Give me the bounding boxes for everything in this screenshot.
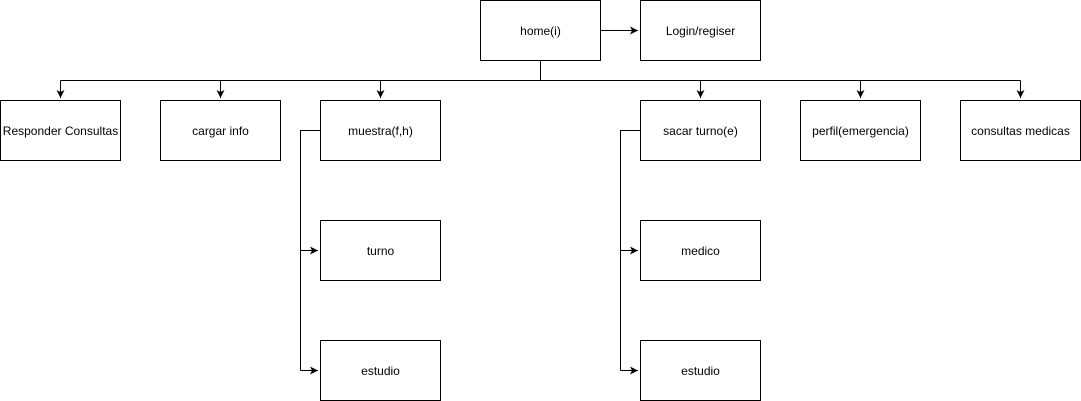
node-home-label: home(i) bbox=[520, 23, 561, 38]
edge-muestra-spine bbox=[300, 130, 320, 371]
node-estudio-muestra[interactable]: estudio bbox=[320, 340, 441, 401]
node-responder-consultas[interactable]: Responder Consultas bbox=[0, 100, 121, 161]
node-estudio-turno[interactable]: estudio bbox=[640, 340, 761, 401]
node-muestra[interactable]: muestra(f,h) bbox=[320, 100, 441, 161]
node-perfil[interactable]: perfil(emergencia) bbox=[800, 100, 921, 161]
node-sacar-turno[interactable]: sacar turno(e) bbox=[640, 100, 761, 161]
node-login-label: Login/regiser bbox=[665, 23, 736, 38]
node-consultas-medicas[interactable]: consultas medicas bbox=[960, 100, 1081, 161]
node-perfil-label: perfil(emergencia) bbox=[812, 123, 909, 138]
node-home[interactable]: home(i) bbox=[480, 0, 601, 61]
node-estudio-turno-label: estudio bbox=[681, 363, 720, 378]
node-muestra-label: muestra(f,h) bbox=[348, 123, 413, 138]
node-medico-label: medico bbox=[681, 243, 720, 258]
node-estudio-muestra-label: estudio bbox=[361, 363, 400, 378]
node-login-register[interactable]: Login/regiser bbox=[640, 0, 761, 61]
node-cargar-label: cargar info bbox=[192, 123, 249, 138]
node-cargar-info[interactable]: cargar info bbox=[160, 100, 281, 161]
node-turno-label: turno bbox=[366, 243, 395, 258]
edge-sacar-spine bbox=[620, 130, 640, 371]
node-medico[interactable]: medico bbox=[640, 220, 761, 281]
node-consultas-label: consultas medicas bbox=[971, 123, 1070, 138]
node-responder-label: Responder Consultas bbox=[2, 123, 119, 138]
node-sacar-turno-label: sacar turno(e) bbox=[663, 123, 738, 138]
node-turno[interactable]: turno bbox=[320, 220, 441, 281]
